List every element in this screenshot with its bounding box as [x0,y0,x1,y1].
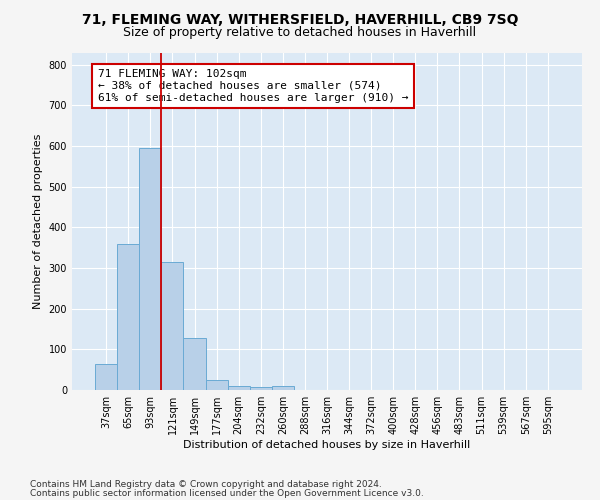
Text: 71 FLEMING WAY: 102sqm
← 38% of detached houses are smaller (574)
61% of semi-de: 71 FLEMING WAY: 102sqm ← 38% of detached… [97,70,408,102]
Bar [272,386,294,390]
Bar [206,380,227,390]
Bar [227,386,250,390]
Text: Size of property relative to detached houses in Haverhill: Size of property relative to detached ho… [124,26,476,39]
Bar [161,262,184,390]
Bar [117,244,139,390]
X-axis label: Distribution of detached houses by size in Haverhill: Distribution of detached houses by size … [184,440,470,450]
Text: 71, FLEMING WAY, WITHERSFIELD, HAVERHILL, CB9 7SQ: 71, FLEMING WAY, WITHERSFIELD, HAVERHILL… [82,12,518,26]
Text: Contains HM Land Registry data © Crown copyright and database right 2024.: Contains HM Land Registry data © Crown c… [30,480,382,489]
Bar [250,386,272,390]
Y-axis label: Number of detached properties: Number of detached properties [33,134,43,309]
Bar [95,364,117,390]
Bar [139,148,161,390]
Bar [184,338,206,390]
Text: Contains public sector information licensed under the Open Government Licence v3: Contains public sector information licen… [30,488,424,498]
